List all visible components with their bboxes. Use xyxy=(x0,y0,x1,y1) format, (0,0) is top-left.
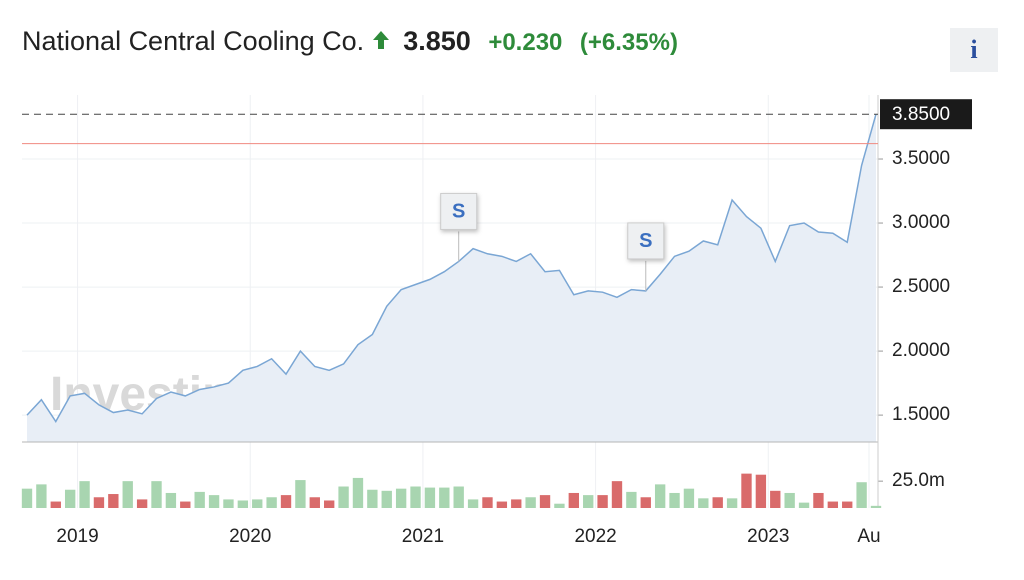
x-tick-label: 2020 xyxy=(229,526,271,547)
volume-bar xyxy=(511,499,522,508)
volume-bar xyxy=(626,491,637,508)
volume-bar xyxy=(223,499,234,508)
y-tick-label: 2.0000 xyxy=(892,340,950,361)
volume-bar xyxy=(136,499,148,508)
volume-bar xyxy=(784,492,795,508)
volume-bar xyxy=(439,487,450,508)
annotation-box xyxy=(440,192,478,230)
volume-bar xyxy=(79,481,90,508)
volume-bar xyxy=(237,500,249,508)
volume-bar xyxy=(568,492,579,508)
last-price-box xyxy=(880,99,972,130)
volume-bar xyxy=(669,492,680,508)
volume-bar xyxy=(165,492,177,508)
volume-bar xyxy=(482,497,493,508)
volume-bar xyxy=(36,484,47,508)
volume-bar xyxy=(424,487,436,508)
volume-bar xyxy=(194,491,205,508)
volume-bar xyxy=(338,486,349,508)
volume-bar xyxy=(654,484,666,508)
header: National Central Cooling Co. 3.850 +0.23… xyxy=(22,26,678,57)
x-tick-label: 2023 xyxy=(747,526,789,547)
volume-bar xyxy=(467,499,479,508)
price-area xyxy=(27,114,876,443)
price: 3.850 xyxy=(403,26,471,56)
volume-bar xyxy=(180,501,191,508)
volume-bar xyxy=(755,474,767,508)
title: National Central Cooling Co. xyxy=(22,26,365,56)
x-tick-label: 2021 xyxy=(402,526,444,547)
volume-bar xyxy=(698,498,709,508)
volume-bar xyxy=(93,497,105,508)
volume-bar xyxy=(640,497,651,508)
volume-bar xyxy=(770,490,781,508)
volume-bar xyxy=(208,495,220,508)
volume-bar xyxy=(151,481,162,508)
volume-bar xyxy=(381,490,392,508)
volume-bar xyxy=(813,492,824,508)
volume-bar xyxy=(266,497,277,508)
volume-bar xyxy=(352,477,364,508)
annotation-box xyxy=(627,222,665,260)
volume-bar xyxy=(295,480,306,508)
volume-bar xyxy=(798,502,810,508)
volume-bar xyxy=(583,495,594,508)
annotation-label: S xyxy=(452,201,465,223)
volume-bar xyxy=(597,495,608,508)
volume-bar xyxy=(324,500,335,508)
y2-tick-label: 25.0m xyxy=(892,470,945,491)
volume-bar xyxy=(611,481,623,508)
volume-bar xyxy=(683,488,695,508)
annotation-label: S xyxy=(639,230,652,252)
volume-bar xyxy=(453,486,464,508)
x-tick-label: Au xyxy=(857,526,880,547)
volume-bar xyxy=(496,501,508,508)
volume-bar xyxy=(108,494,119,508)
volume-bar xyxy=(741,473,752,508)
volume-bar xyxy=(395,488,407,508)
price-line xyxy=(26,114,877,423)
last-price-label: 3.8500 xyxy=(892,104,950,125)
y-tick-label: 1.5000 xyxy=(892,404,950,425)
volume-bar xyxy=(856,482,867,508)
change: +0.230 xyxy=(488,29,563,56)
info-button[interactable]: i xyxy=(950,28,998,72)
y-tick-label: 3.0000 xyxy=(892,212,950,233)
volume-bar xyxy=(539,495,551,508)
change-pct: (+6.35%) xyxy=(579,29,678,56)
volume-bar xyxy=(842,501,853,508)
volume-bar xyxy=(64,489,76,508)
x-tick-label: 2019 xyxy=(56,526,98,547)
x-tick-label: 2022 xyxy=(574,526,616,547)
volume-bar xyxy=(827,501,839,508)
volume-bar xyxy=(712,497,723,508)
volume-bar xyxy=(280,495,292,508)
y-tick-label: 2.5000 xyxy=(892,276,950,297)
up-arrow xyxy=(372,31,389,49)
volume-bar xyxy=(122,481,133,508)
volume-bar xyxy=(525,497,536,508)
y-tick-label: 3.5000 xyxy=(892,148,950,169)
volume-bar xyxy=(50,501,61,508)
volume-bar xyxy=(870,505,882,508)
volume-bar xyxy=(726,498,738,508)
volume-bar xyxy=(410,486,421,508)
volume-bar xyxy=(367,489,378,508)
volume-bar xyxy=(554,503,565,508)
volume-bar xyxy=(252,499,263,508)
volume-bar xyxy=(21,488,33,508)
volume-bar xyxy=(309,497,320,508)
